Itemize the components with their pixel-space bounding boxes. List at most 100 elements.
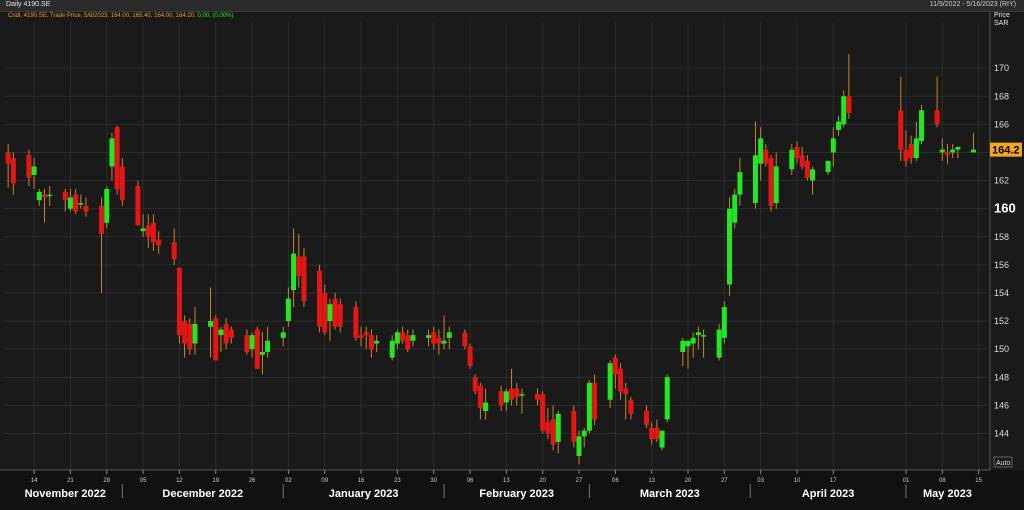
candle-body bbox=[249, 335, 255, 350]
candle bbox=[228, 326, 234, 344]
candle-body bbox=[400, 332, 406, 341]
candle-body bbox=[835, 121, 841, 130]
candle bbox=[737, 158, 743, 206]
candle bbox=[555, 410, 561, 454]
x-tick-label: 21 bbox=[67, 478, 74, 484]
candle-body bbox=[586, 382, 592, 431]
candle bbox=[265, 326, 271, 358]
candle bbox=[332, 292, 338, 330]
candle bbox=[903, 129, 909, 167]
candle-body bbox=[145, 225, 151, 237]
candle bbox=[182, 315, 188, 358]
candle-body bbox=[10, 158, 16, 184]
candle-body bbox=[332, 298, 338, 327]
candle-body bbox=[394, 332, 400, 344]
x-tick-label: 09 bbox=[321, 478, 328, 484]
candle bbox=[431, 326, 437, 350]
candle-body bbox=[763, 149, 769, 164]
candle bbox=[763, 144, 769, 167]
candle-body bbox=[519, 394, 525, 396]
candle-body bbox=[804, 160, 810, 178]
candle bbox=[394, 329, 400, 350]
candle bbox=[259, 332, 265, 375]
x-tick-label: 23 bbox=[394, 478, 401, 484]
candle bbox=[913, 121, 919, 161]
candle bbox=[145, 214, 151, 248]
candle bbox=[436, 329, 442, 355]
candle-body bbox=[301, 256, 307, 302]
candle-body bbox=[176, 267, 182, 336]
candle-body bbox=[363, 332, 369, 336]
y-tick-label: 166 bbox=[994, 119, 1009, 129]
candle bbox=[244, 329, 250, 355]
candle bbox=[368, 329, 374, 358]
x-tick-label: 14 bbox=[31, 478, 38, 484]
candle-body bbox=[483, 402, 489, 411]
candle bbox=[721, 301, 727, 344]
candle-body bbox=[950, 149, 956, 153]
candle bbox=[285, 287, 291, 327]
candle bbox=[799, 146, 805, 170]
candle-body bbox=[612, 357, 618, 375]
candle-body bbox=[67, 197, 73, 209]
candle-body bbox=[649, 427, 655, 440]
candle-body bbox=[545, 422, 551, 434]
candle bbox=[358, 326, 364, 347]
candle bbox=[768, 155, 774, 212]
x-tick-label: 30 bbox=[430, 478, 437, 484]
month-label: December 2022 bbox=[162, 488, 243, 500]
candle bbox=[171, 228, 177, 265]
candle bbox=[810, 166, 816, 195]
candle bbox=[545, 408, 551, 440]
candle bbox=[135, 180, 141, 226]
y-tick-label: 156 bbox=[994, 260, 1009, 270]
candle bbox=[950, 144, 956, 159]
candle-body bbox=[192, 323, 198, 344]
candle bbox=[410, 329, 416, 347]
y-tick-label: 168 bbox=[994, 91, 1009, 101]
candle-body bbox=[503, 391, 509, 403]
candle-body bbox=[41, 194, 47, 198]
candle-body bbox=[659, 430, 665, 448]
candle bbox=[223, 318, 229, 350]
candle bbox=[5, 144, 11, 188]
candle bbox=[581, 427, 587, 448]
candle bbox=[317, 264, 323, 333]
candle-body bbox=[244, 335, 250, 352]
candle-body bbox=[259, 351, 265, 355]
candle-body bbox=[327, 304, 333, 322]
candle bbox=[752, 121, 758, 209]
candle-body bbox=[919, 110, 925, 142]
candle bbox=[540, 391, 546, 434]
candle-body bbox=[571, 410, 577, 442]
y-tick-label: 170 bbox=[994, 63, 1009, 73]
candle-body bbox=[721, 307, 727, 338]
y-tick-label: 150 bbox=[994, 344, 1009, 354]
candle bbox=[405, 329, 411, 352]
candle-body bbox=[436, 337, 442, 344]
candle bbox=[472, 374, 478, 395]
candle-body bbox=[685, 340, 691, 347]
candle bbox=[586, 380, 592, 434]
candle-body bbox=[752, 155, 758, 204]
month-label: January 2023 bbox=[329, 488, 399, 500]
candle-body bbox=[109, 138, 115, 167]
candle bbox=[301, 248, 307, 308]
candle bbox=[389, 335, 395, 361]
month-label: February 2023 bbox=[479, 488, 554, 500]
legend-change-text: 0.00, (0.00%) bbox=[197, 13, 234, 19]
candle bbox=[254, 326, 260, 369]
candle bbox=[337, 298, 343, 333]
candle bbox=[353, 301, 359, 341]
candle-body bbox=[727, 208, 733, 285]
y-tick-label: 160 bbox=[994, 201, 1016, 216]
candle-body bbox=[737, 172, 743, 195]
candle bbox=[296, 233, 302, 288]
candle bbox=[618, 363, 624, 400]
candle-body bbox=[913, 138, 919, 159]
candle-body bbox=[477, 385, 483, 409]
candle bbox=[280, 326, 286, 347]
candle bbox=[970, 132, 976, 153]
candle bbox=[758, 127, 764, 181]
